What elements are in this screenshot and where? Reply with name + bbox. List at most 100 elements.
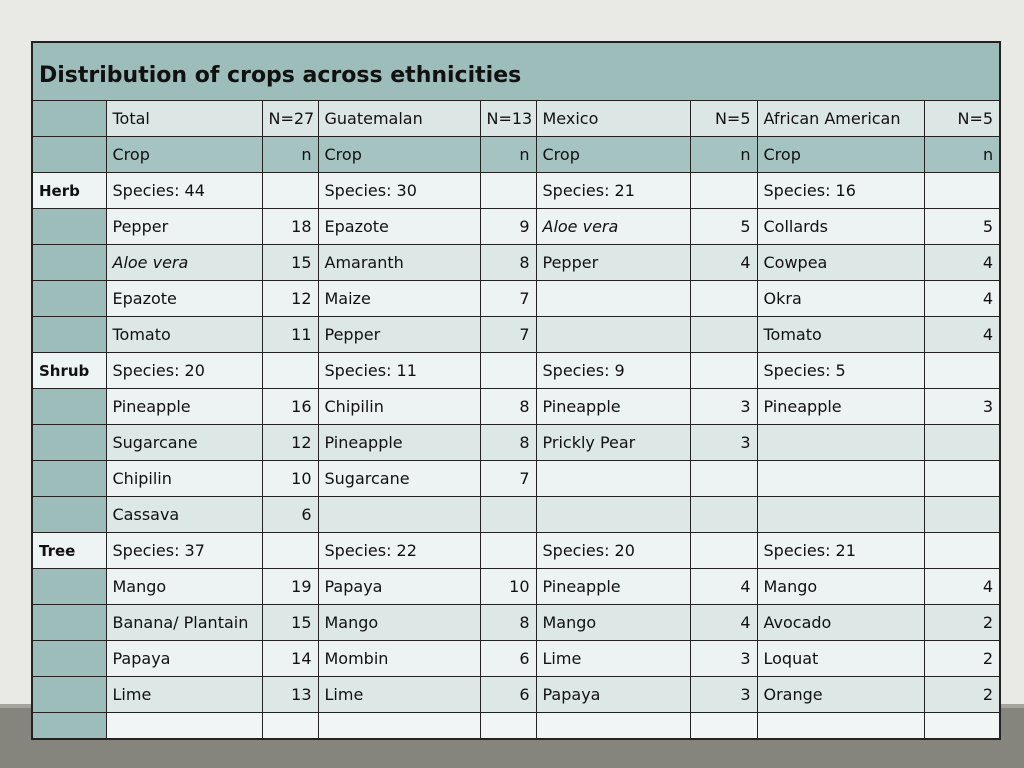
count-cell — [923, 460, 1001, 497]
count-cell: 18 — [261, 208, 319, 245]
crop-cell — [756, 712, 925, 740]
count-cell: 7 — [479, 316, 537, 353]
category-cell — [31, 244, 107, 281]
count-cell: 8 — [479, 604, 537, 641]
count-cell: 3 — [689, 676, 758, 713]
crop-cell: Collards — [756, 208, 925, 245]
count-cell — [689, 280, 758, 317]
crop-cell: African American — [756, 100, 925, 137]
table-row: Shrub Species: 20 Species: 11 Species: 9 Spe… — [31, 352, 1001, 389]
count-cell: 2 — [923, 676, 1001, 713]
crop-cell: Lime — [535, 640, 691, 677]
category-cell — [31, 316, 107, 353]
count-cell: 19 — [261, 568, 319, 605]
count-cell: 9 — [479, 208, 537, 245]
count-cell: 5 — [689, 208, 758, 245]
crop-cell: Papaya — [105, 640, 263, 677]
category-cell — [31, 460, 107, 497]
crop-cell: Crop — [317, 136, 481, 173]
count-cell — [923, 172, 1001, 209]
table-title: Distribution of crops across ethnicities — [31, 41, 1001, 101]
count-cell: 8 — [479, 244, 537, 281]
table-row: Pineapple 16 Chipilin 8 Pineapple 3 Pineapple 3 — [31, 388, 1001, 425]
table-row: Pepper 18 Epazote 9 Aloe vera 5 Collards 5 — [31, 208, 1001, 245]
count-cell: N=13 — [479, 100, 537, 137]
count-cell: 4 — [923, 244, 1001, 281]
crop-cell: Guatemalan — [317, 100, 481, 137]
count-cell — [689, 460, 758, 497]
count-cell: 8 — [479, 388, 537, 425]
category-cell — [31, 424, 107, 461]
table-row: Chipilin 10 Sugarcane 7 — [31, 460, 1001, 497]
count-cell — [479, 712, 537, 740]
count-cell: 10 — [479, 568, 537, 605]
table-row: Lime 13 Lime 6 Papaya 3 Orange 2 — [31, 676, 1001, 713]
count-cell — [479, 172, 537, 209]
crop-cell: Aloe vera — [105, 244, 263, 281]
crop-cell — [535, 460, 691, 497]
count-cell — [261, 352, 319, 389]
crop-cell: Pepper — [317, 316, 481, 353]
table-row: Aloe vera 15 Amaranth 8 Pepper 4 Cowpea 4 — [31, 244, 1001, 281]
title-row: Distribution of crops across ethnicities — [31, 41, 1001, 101]
crop-cell: Banana/ Plantain — [105, 604, 263, 641]
crop-cell: Pineapple — [535, 568, 691, 605]
crop-cell — [535, 712, 691, 740]
category-cell — [31, 640, 107, 677]
category-cell: Tree — [31, 532, 107, 569]
count-cell: 3 — [923, 388, 1001, 425]
count-cell: 7 — [479, 460, 537, 497]
count-cell: N=5 — [923, 100, 1001, 137]
table-row — [31, 712, 1001, 740]
crop-cell — [105, 712, 263, 740]
crop-cell: Lime — [105, 676, 263, 713]
crop-cell: Papaya — [535, 676, 691, 713]
count-cell: 8 — [479, 424, 537, 461]
count-cell — [261, 532, 319, 569]
count-cell: 15 — [261, 244, 319, 281]
count-cell: 6 — [479, 676, 537, 713]
count-cell: 3 — [689, 388, 758, 425]
crop-cell: Avocado — [756, 604, 925, 641]
category-cell — [31, 496, 107, 533]
crop-cell: Epazote — [317, 208, 481, 245]
count-cell — [689, 316, 758, 353]
table-row: Cassava 6 — [31, 496, 1001, 533]
count-cell: 2 — [923, 640, 1001, 677]
crop-cell: Pineapple — [317, 424, 481, 461]
crop-cell: Prickly Pear — [535, 424, 691, 461]
count-cell: n — [261, 136, 319, 173]
table-row: Crop n Crop n Crop n Crop n — [31, 136, 1001, 173]
crop-cell: Maize — [317, 280, 481, 317]
count-cell: n — [923, 136, 1001, 173]
crop-cell: Pineapple — [105, 388, 263, 425]
crop-cell: Species: 44 — [105, 172, 263, 209]
crop-cell: Orange — [756, 676, 925, 713]
category-cell: Herb — [31, 172, 107, 209]
count-cell: n — [479, 136, 537, 173]
table-row: Herb Species: 44 Species: 30 Species: 21 Spe… — [31, 172, 1001, 209]
category-cell — [31, 604, 107, 641]
crop-cell: Pineapple — [535, 388, 691, 425]
crop-cell — [535, 280, 691, 317]
count-cell: 6 — [261, 496, 319, 533]
crop-cell — [317, 496, 481, 533]
count-cell: 15 — [261, 604, 319, 641]
table-row: Papaya 14 Mombin 6 Lime 3 Loquat 2 — [31, 640, 1001, 677]
category-cell — [31, 712, 107, 740]
category-cell — [31, 208, 107, 245]
crop-cell: Pineapple — [756, 388, 925, 425]
crop-cell: Species: 30 — [317, 172, 481, 209]
crop-cell: Loquat — [756, 640, 925, 677]
crop-cell — [535, 316, 691, 353]
crop-cell: Crop — [756, 136, 925, 173]
count-cell: N=5 — [689, 100, 758, 137]
count-cell: 4 — [689, 604, 758, 641]
crop-cell: Okra — [756, 280, 925, 317]
count-cell — [923, 496, 1001, 533]
crop-cell: Sugarcane — [105, 424, 263, 461]
crop-cell: Pepper — [105, 208, 263, 245]
crop-table: Distribution of crops across ethnicities… — [31, 41, 1002, 740]
crop-cell: Papaya — [317, 568, 481, 605]
crop-cell: Aloe vera — [535, 208, 691, 245]
